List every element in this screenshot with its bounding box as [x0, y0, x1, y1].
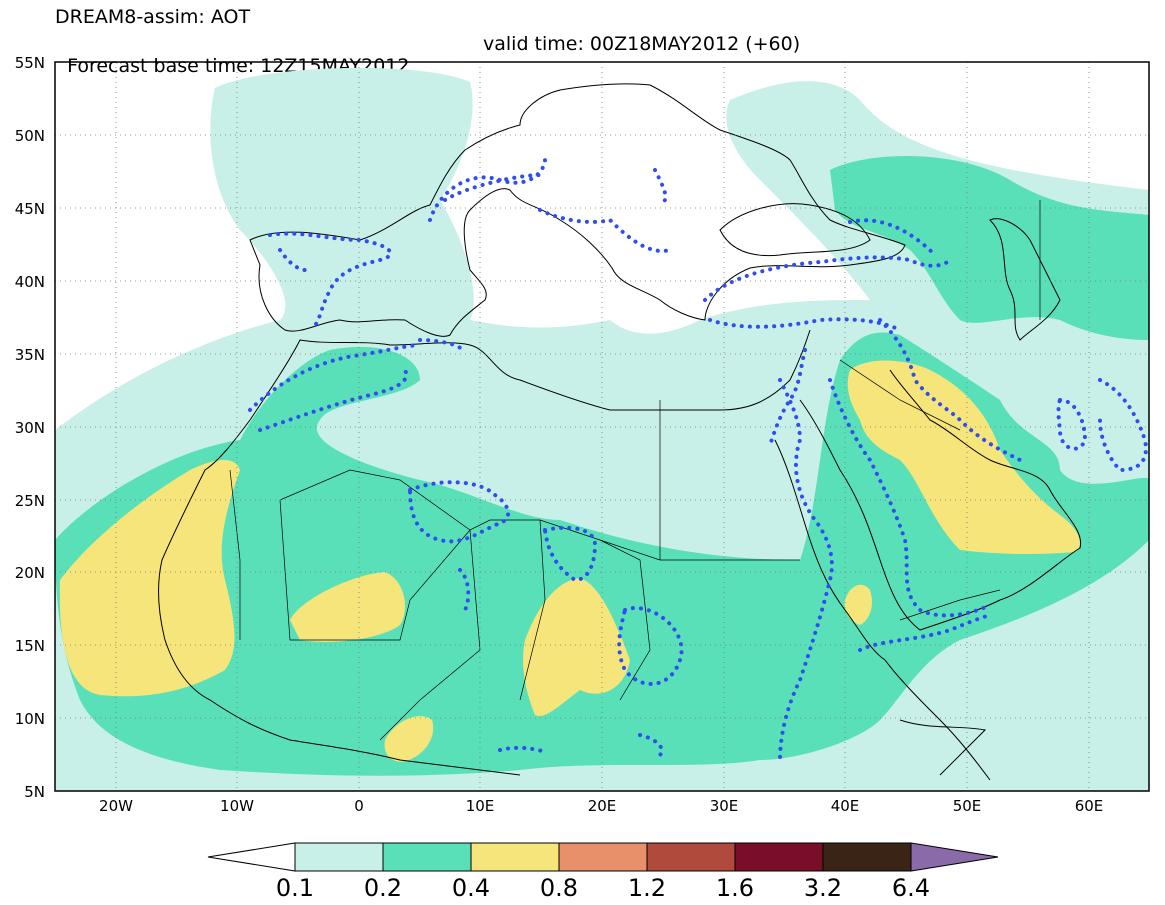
black-sea-coast: [719, 203, 871, 257]
lat-label: 15N: [15, 637, 45, 655]
colorbar-swatch: [734, 842, 824, 872]
plot-frame: [54, 61, 1150, 792]
lon-label: 50E: [953, 797, 982, 815]
contour-chad: [542, 525, 598, 583]
coastlines: [158, 83, 1082, 781]
contour-guinea: [498, 733, 664, 757]
arabia-coast: [799, 369, 1082, 631]
colorbar-label: 3.2: [804, 874, 842, 902]
contour-alps: [428, 158, 547, 222]
lat-label: 5N: [24, 783, 45, 801]
aot-band-0.4-arabia: [847, 360, 1080, 555]
caspian-coast: [989, 218, 1061, 341]
colorbar-label: 1.2: [628, 874, 666, 902]
borders: [229, 200, 1041, 741]
aot-shading: [55, 67, 1149, 791]
horn-africa-coast: [899, 719, 987, 776]
contour-turkey: [703, 218, 952, 302]
lat-label: 45N: [15, 200, 45, 218]
contour-redsea: [778, 378, 834, 762]
north-africa-coast: [249, 329, 811, 421]
aot-band-0.4-westafrica: [59, 459, 240, 697]
lat-axis: 55N 50N 45N 40N 35N 30N 25N 20N 15N 10N …: [15, 54, 45, 801]
colorbar-low-arrow: [207, 842, 296, 872]
lon-label: 20W: [99, 797, 133, 815]
colorbar-swatch: [646, 842, 736, 872]
aot-band-0.4-chad: [523, 578, 630, 716]
contour-iran: [1056, 378, 1148, 473]
aot-contours: [248, 158, 1148, 762]
contour-morocco: [248, 338, 464, 432]
colorbar-label: 1.6: [716, 874, 754, 902]
lat-label: 10N: [15, 710, 45, 728]
colorbar-swatch: [470, 842, 560, 872]
lat-label: 20N: [15, 564, 45, 582]
lat-label: 30N: [15, 419, 45, 437]
chart-title: DREAM8-assim: AOT: [55, 6, 251, 28]
lat-label: 55N: [15, 54, 45, 72]
lon-label: 10W: [220, 797, 254, 815]
aot-band-0.4-nigeria: [384, 716, 434, 762]
aot-band-0.4-mali: [290, 572, 405, 642]
contour-arabia: [828, 318, 1022, 618]
lat-label: 40N: [15, 273, 45, 291]
contour-med-coast: [708, 317, 902, 332]
red-sea-coast: [774, 439, 991, 781]
lon-label: 0: [354, 797, 364, 815]
europe-coast: [249, 83, 906, 337]
colorbar-swatch: [382, 842, 472, 872]
contour-levant: [768, 348, 807, 447]
colorbar-swatch: [558, 842, 648, 872]
lon-axis: 20W 10W 0 10E 20E 30E 40E 50E 60E: [99, 797, 1103, 815]
aot-band-0.2-caspian: [830, 156, 1149, 340]
contour-iberia: [268, 231, 393, 327]
contour-sahara: [407, 480, 511, 544]
colorbar: 0.1 0.2 0.4 0.8 1.2 1.6 3.2 6.4: [207, 842, 999, 902]
contour-niger: [458, 568, 471, 612]
valid-time: valid time: 00Z18MAY2012 (+60): [483, 33, 801, 55]
lat-label: 25N: [15, 492, 45, 510]
colorbar-label: 6.4: [892, 874, 930, 902]
contour-balkans: [538, 168, 672, 253]
lon-label: 30E: [710, 797, 739, 815]
lon-label: 10E: [466, 797, 495, 815]
colorbar-high-arrow: [910, 842, 999, 872]
colorbar-swatch: [822, 842, 912, 872]
lat-label: 50N: [15, 127, 45, 145]
colorbar-label: 0.2: [364, 874, 402, 902]
aot-band-0.4-eritrea: [844, 584, 872, 625]
lon-label: 60E: [1075, 797, 1104, 815]
west-africa-coast: [158, 419, 521, 776]
colorbar-label: 0.4: [452, 874, 490, 902]
colorbar-label: 0.1: [276, 874, 314, 902]
colorbar-swatch: [294, 842, 384, 872]
lat-label: 35N: [15, 346, 45, 364]
colorbar-label: 0.8: [540, 874, 578, 902]
lon-label: 40E: [831, 797, 860, 815]
lon-label: 20E: [588, 797, 617, 815]
